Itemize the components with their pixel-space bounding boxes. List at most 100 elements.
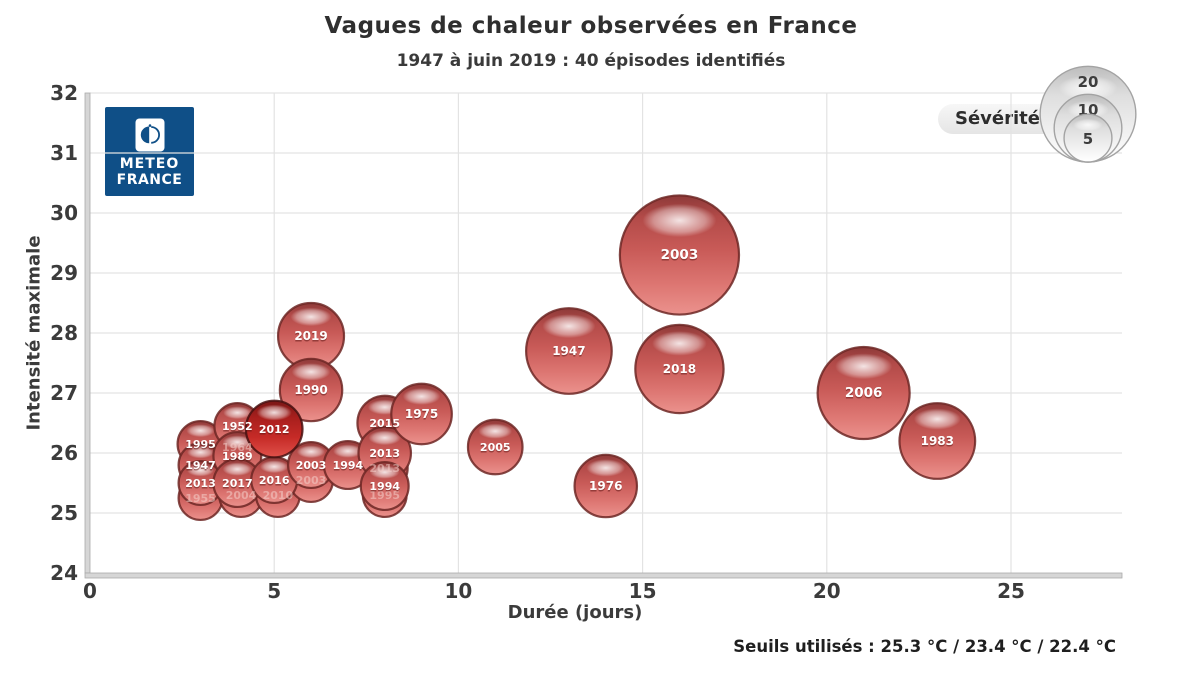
x-tick-label-10: 10 [444,579,472,603]
bubble-label-shadow: 2015 [369,419,400,432]
bubble-label-1994: 1994 [333,459,364,472]
bubble-gloss [402,387,441,405]
bubble-2003[interactable] [618,194,741,316]
bubble-label-1990: 1990 [294,383,327,397]
x-axis-title: Durée (jours) [507,602,643,623]
bubble-2018[interactable] [634,323,725,415]
bubble-label-shadow: 1947 [552,346,585,360]
bubble-label-2018: 2018 [663,362,696,376]
bubble-1990[interactable] [278,357,344,423]
bubble-label-2013: 2013 [369,447,400,460]
y-tick-label-32: 32 [50,81,78,105]
bubble-2013[interactable] [177,459,224,507]
bubble-gloss [652,331,707,356]
bubble-gloss [223,406,252,420]
bubble-gloss [186,424,215,438]
thresholds-note: Seuils utilisés : 25.3 °C / 23.4 °C / 22… [733,637,1116,656]
bubble-label-2005: 2005 [480,441,511,454]
bubble-gloss [256,404,292,421]
bubble-label-shadow: 2018 [663,364,696,378]
x-tick-label-5: 5 [267,579,281,603]
bubble-1947[interactable] [525,307,613,395]
meteo-france-logo: METEO FRANCE [105,107,194,196]
legend-size-label-5: 5 [1083,130,1093,148]
bubble-label-2019: 2019 [294,329,327,343]
meteo-france-icon [135,118,164,152]
bubble-gloss [291,363,331,381]
bubble-2006[interactable] [816,345,911,441]
bubble-label-1975: 1975 [405,407,438,421]
bubble-label-1983: 1983 [921,434,954,448]
legend-circle-gloss [1058,75,1118,101]
logo-text-meteo: METEO [119,156,180,172]
bubble-gloss [333,444,363,458]
bubble-label-shadow: 1947 [185,461,216,474]
x-axis-line [84,572,1123,579]
bubble-label-shadow: 2017 [222,479,253,492]
legend-circle-gloss [1067,100,1109,119]
bubble-label-shadow: 2006 [845,387,883,403]
bubble-label-shadow: 1994 [369,482,400,495]
bubble-2012[interactable] [244,399,304,459]
bubble-gloss [642,203,717,238]
bubble-gloss [186,446,215,459]
bubble-label-1952: 1952 [222,420,253,433]
bubble-label-faint-1964: 1964 [222,441,253,454]
chart-title: Vagues de chaleur observées en France [324,13,858,39]
bubble-label-1995: 1995 [185,438,216,451]
bubble-1983[interactable] [898,402,977,480]
bubble-label-2003: 2003 [661,247,699,263]
bubble-label-2003: 2003 [296,459,327,472]
bubble-label-shadow: 1989 [222,452,253,465]
bubble-label-shadow: 1983 [921,436,954,450]
bubble-2019[interactable] [276,301,346,371]
logo-text-france: FRANCE [116,172,183,188]
bubble-label-1994: 1994 [369,480,400,493]
bubble-label-faint-2004: 2004 [226,489,257,502]
bubble-gloss [222,462,253,476]
bubble-label-1976: 1976 [589,479,622,493]
bubble-label-faint-1955: 1955 [185,492,216,505]
bubble-gloss [186,464,215,477]
bubble-label-1947: 1947 [552,344,585,358]
bubble-gloss [369,465,400,479]
bubble-gloss [586,459,626,477]
bubble-label-1989: 1989 [222,450,253,463]
bubble-label-shadow: 1994 [333,461,364,474]
bubble-label-2006: 2006 [845,385,883,401]
y-tick-label-24: 24 [50,561,78,585]
bubble-label-1947: 1947 [185,459,216,472]
bubble-gloss [913,408,961,430]
bubble-label-shadow: 2003 [661,249,699,265]
bubble-label-2017: 2017 [222,477,253,490]
bubble-gloss [542,314,596,339]
y-tick-label-25: 25 [50,501,78,525]
chart-subtitle: 1947 à juin 2019 : 40 épisodes identifié… [396,51,786,71]
bubble-2017[interactable] [212,457,263,509]
bubble-label-shadow: 1952 [222,422,253,435]
x-tick-label-15: 15 [629,579,657,603]
bubble-label-shadow: 2016 [259,476,290,489]
x-tick-label-20: 20 [813,579,841,603]
bubble-label-2015: 2015 [369,417,400,430]
bubble-2005[interactable] [466,418,524,476]
bubble-2016[interactable] [250,455,299,505]
bubble-gloss [296,445,326,459]
bubble-label-shadow: 1976 [589,481,622,495]
bubble-label-shadow: 2013 [185,479,216,492]
bubble-label-shadow: 2012 [259,425,290,438]
y-tick-label-28: 28 [50,321,78,345]
bubble-gloss [835,353,893,380]
bubble-label-faint-2013: 2013 [369,462,400,475]
bubble-1975[interactable] [390,382,453,446]
bubble-1976[interactable] [573,453,639,519]
x-tick-label-25: 25 [997,579,1025,603]
y-tick-label-29: 29 [50,261,78,285]
bubble-label-shadow: 1990 [294,385,327,399]
bubble-1994[interactable] [359,460,410,512]
bubble-label-shadow: 1995 [185,440,216,453]
y-tick-label-30: 30 [50,201,78,225]
bubble-label-2016: 2016 [259,474,290,487]
